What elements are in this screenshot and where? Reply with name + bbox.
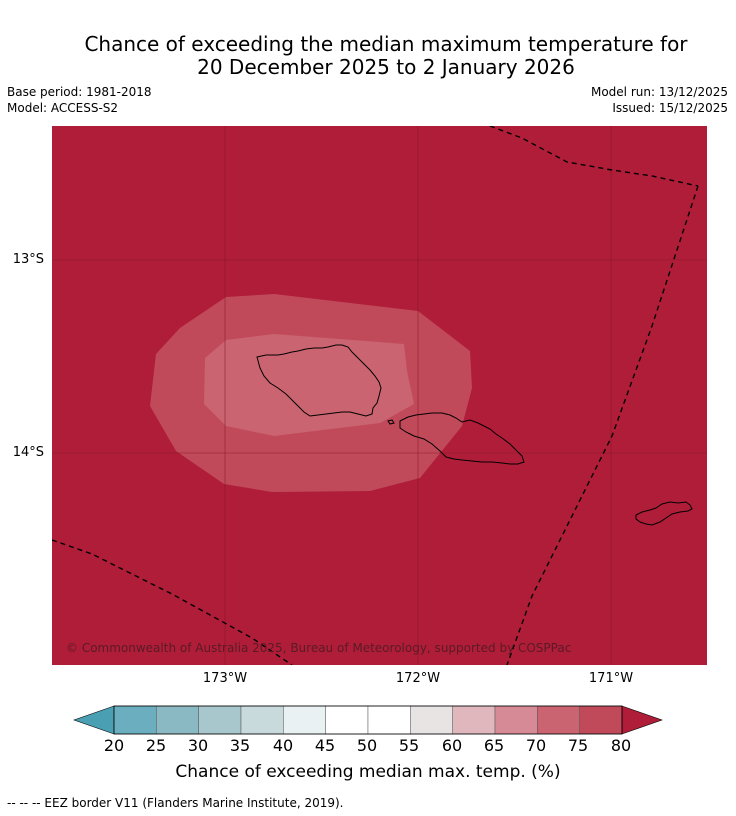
colorbar-bin (410, 705, 453, 735)
colorbar-bin (156, 705, 199, 735)
colorbar-tick: 30 (187, 736, 209, 755)
colorbar-tick: 25 (145, 736, 167, 755)
base-period: Base period: 1981-2018 (7, 85, 152, 99)
colorbar-bin (579, 705, 623, 735)
map-panel (52, 126, 707, 665)
colorbar-extend-high (621, 705, 663, 735)
colorbar-bin (325, 705, 369, 735)
colorbar-tick: 65 (483, 736, 505, 755)
colorbar-tick: 60 (441, 736, 463, 755)
tutuila-island (635, 501, 693, 526)
colorbar-tick: 55 (398, 736, 420, 755)
lat-label-14s: 14°S (12, 445, 44, 460)
colorbar-bin (452, 705, 496, 735)
model-run: Model run: 13/12/2025 (590, 85, 728, 99)
manono-islet (387, 419, 395, 425)
title-line-2: 20 December 2025 to 2 January 2026 (197, 55, 575, 79)
colorbar-bin (240, 705, 284, 735)
colorbar-tick: 35 (229, 736, 251, 755)
colorbar-bin (283, 705, 326, 735)
colorbar-outline (113, 705, 623, 735)
model-name: Model: ACCESS-S2 (7, 101, 119, 115)
eez-borders (52, 126, 699, 665)
colorbar-tick: 50 (356, 736, 378, 755)
colorbar-tick: 40 (272, 736, 294, 755)
colorbar-tick: 75 (567, 736, 589, 755)
colorbar-bin (537, 705, 580, 735)
savaii-island (256, 344, 382, 417)
lon-label-171w: 171°W (588, 671, 634, 686)
colorbar-tick: 70 (525, 736, 547, 755)
gridlines (52, 126, 707, 665)
copyright-notice: © Commonwealth of Australia 2025, Bureau… (66, 641, 572, 655)
colorbar-tick: 80 (610, 736, 632, 755)
lon-label-173w: 173°W (202, 671, 248, 686)
colorbar-label: Chance of exceeding median max. temp. (%… (175, 762, 561, 782)
colorbar-bin (367, 705, 411, 735)
colorbar-extend-low (73, 705, 115, 735)
upolu-island (399, 412, 525, 465)
eez-footnote: -- -- -- EEZ border V11 (Flanders Marine… (7, 796, 344, 810)
lat-label-13s: 13°S (12, 252, 44, 267)
title-line-1: Chance of exceeding the median maximum t… (84, 32, 688, 56)
colorbar-bin (113, 705, 157, 735)
colorbar-bin (198, 705, 242, 735)
contour-70-75 (204, 334, 414, 436)
colorbar-tick: 20 (103, 736, 125, 755)
colorbar-tick: 45 (314, 736, 336, 755)
colorbar-bin (494, 705, 538, 735)
colorbar (73, 705, 663, 735)
lon-label-172w: 172°W (395, 671, 441, 686)
issued-date: Issued: 15/12/2025 (612, 101, 728, 115)
